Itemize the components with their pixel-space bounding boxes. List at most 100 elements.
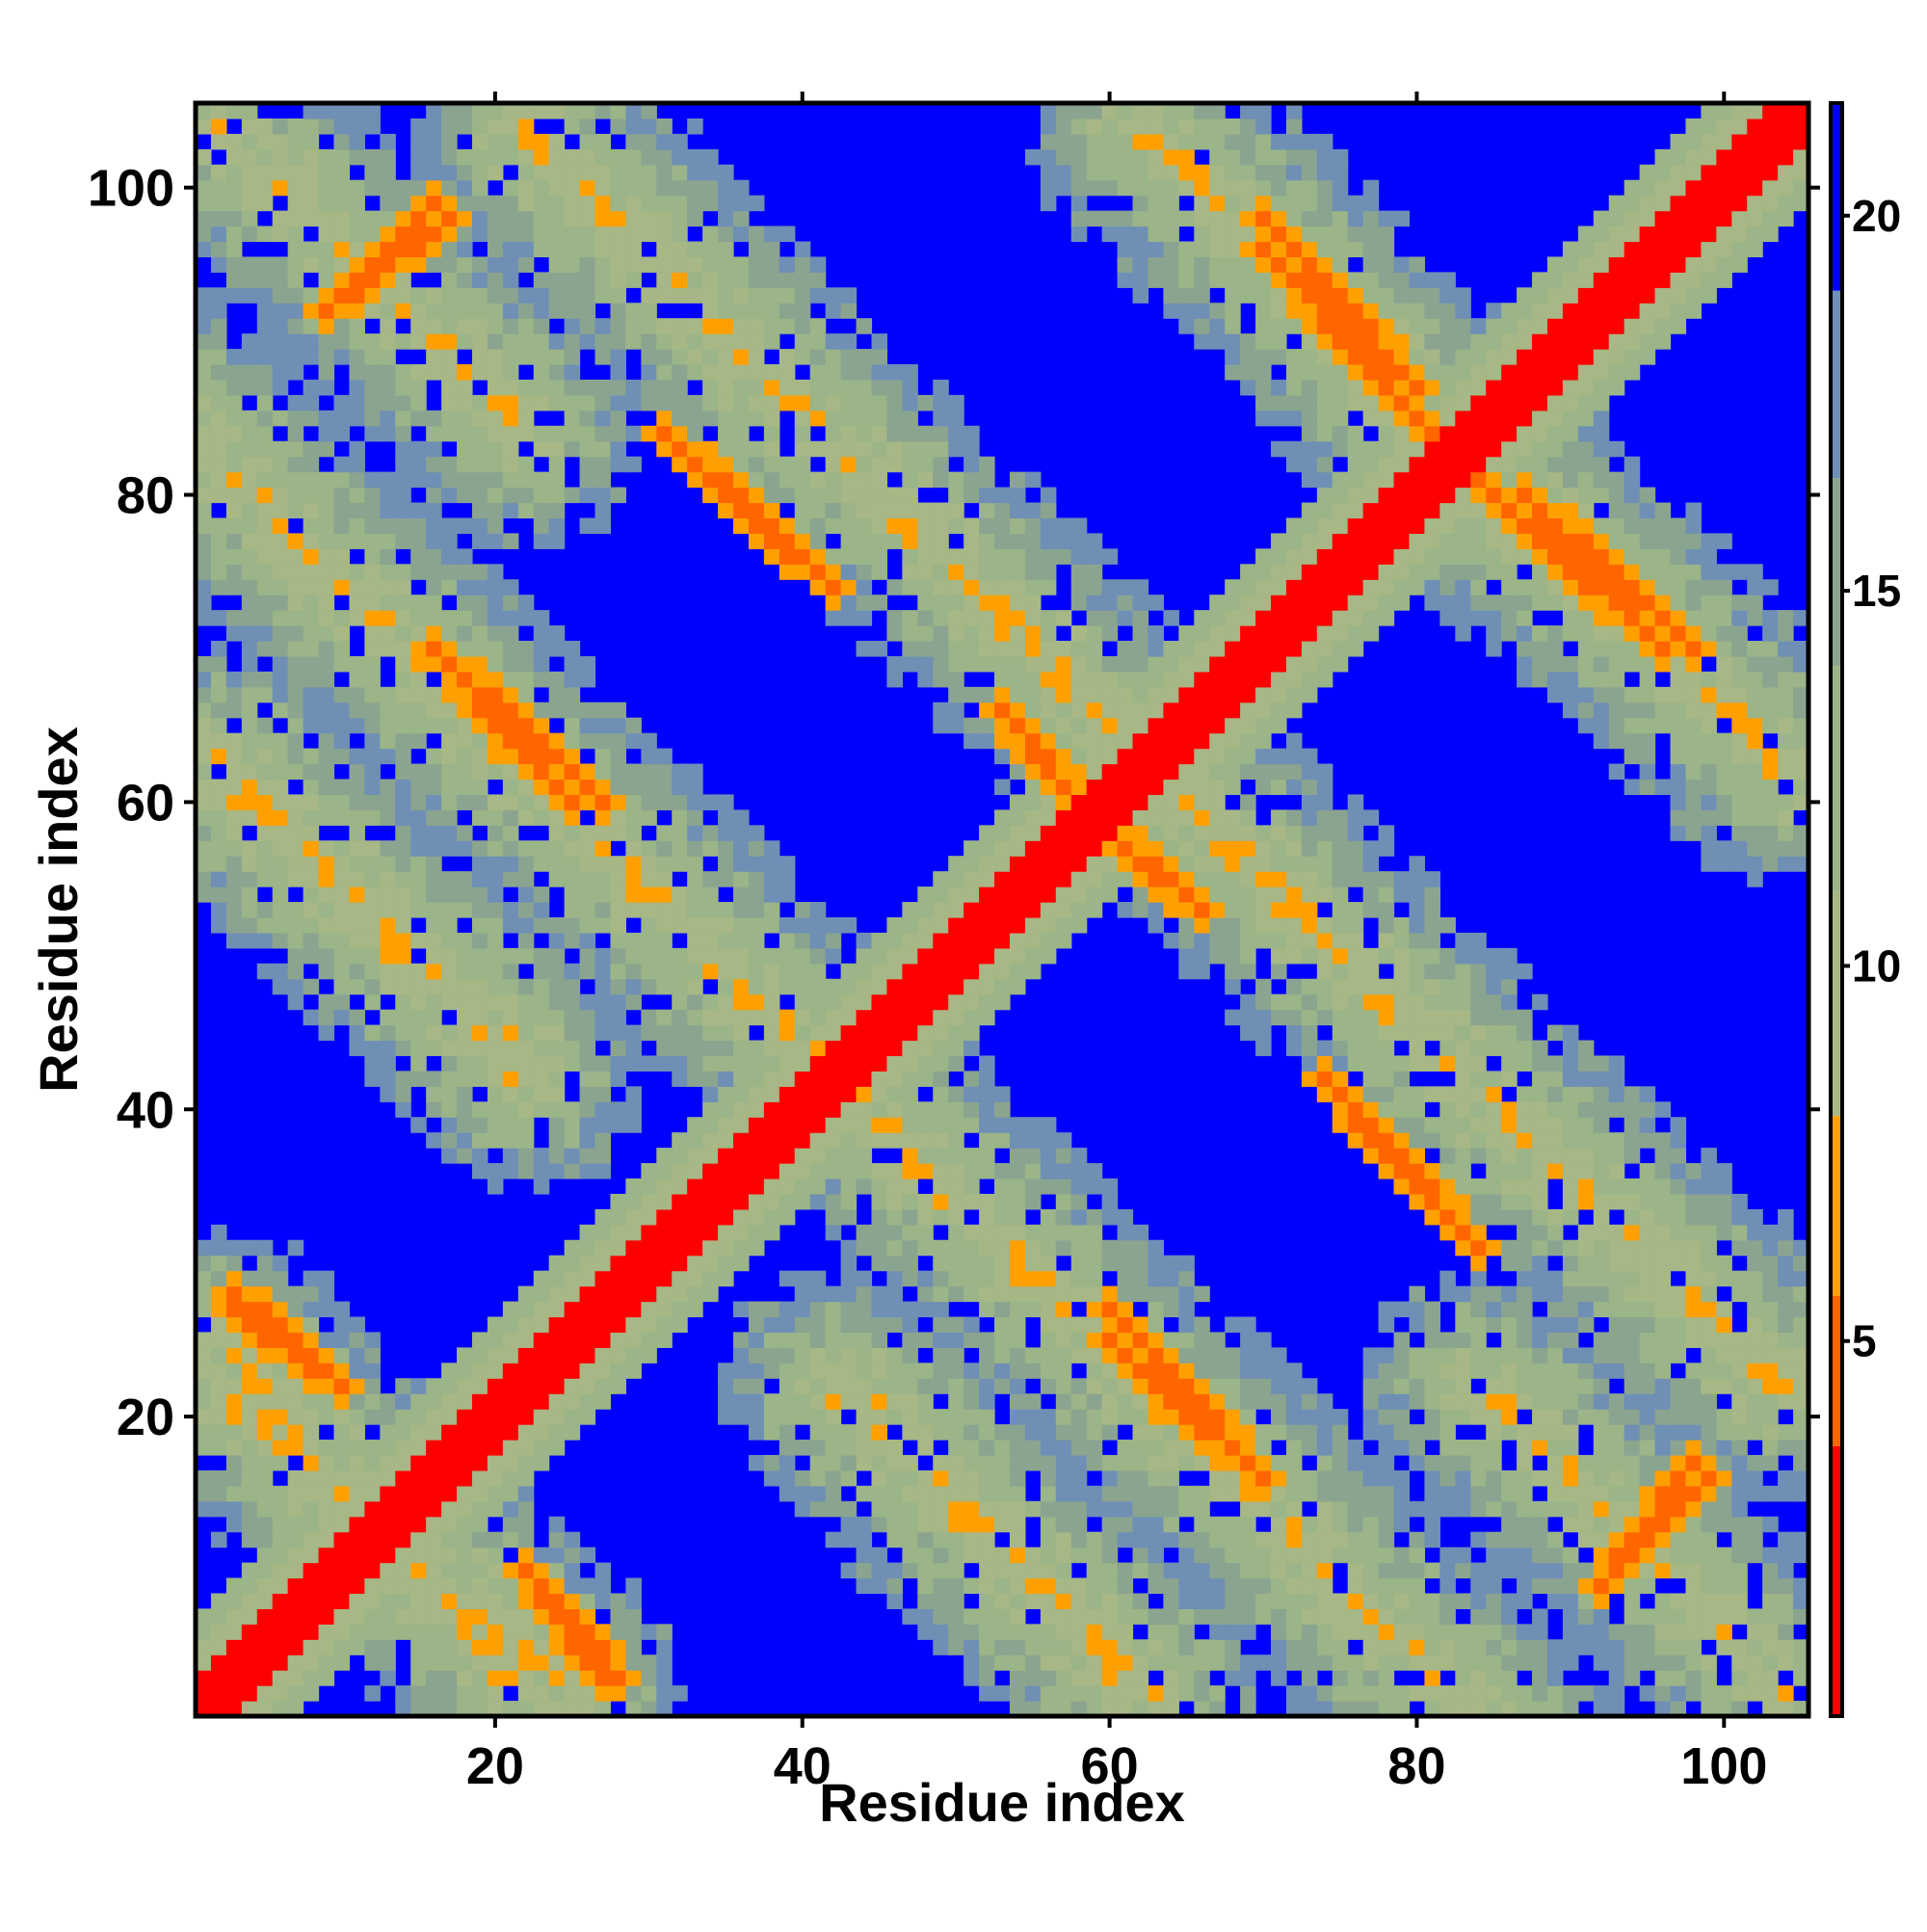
heatmap-cell	[840, 1009, 858, 1026]
heatmap-cell	[594, 318, 612, 334]
heatmap-cell	[1148, 887, 1164, 903]
heatmap-cell	[457, 1562, 473, 1579]
heatmap-cell	[733, 947, 750, 965]
heatmap-cell	[196, 287, 212, 304]
heatmap-cell	[241, 840, 258, 857]
heatmap-cell	[1070, 825, 1088, 841]
heatmap-cell	[487, 1639, 504, 1655]
heatmap-cell	[441, 1454, 458, 1471]
heatmap-cell	[287, 195, 304, 212]
heatmap-cell	[1117, 1469, 1134, 1487]
heatmap-cell	[318, 118, 335, 135]
heatmap-cell	[410, 210, 427, 227]
heatmap-cell	[1132, 579, 1149, 595]
heatmap-cell	[196, 794, 212, 810]
heatmap-cell	[625, 1670, 642, 1686]
heatmap-cell	[733, 456, 750, 473]
heatmap-cell	[1240, 887, 1256, 903]
heatmap-cell	[748, 349, 765, 365]
heatmap-cell	[441, 748, 458, 765]
heatmap-cell	[733, 1071, 750, 1087]
heatmap-cell	[1148, 225, 1164, 243]
heatmap-cell	[287, 1547, 304, 1564]
heatmap-cell	[318, 533, 335, 549]
heatmap-cell	[1255, 333, 1272, 350]
heatmap-cell	[825, 1409, 842, 1425]
heatmap-cell	[318, 840, 335, 857]
heatmap-cell	[395, 487, 411, 504]
heatmap-cell	[1070, 840, 1088, 857]
heatmap-cell	[948, 1024, 964, 1042]
heatmap-cell	[579, 487, 596, 504]
heatmap-cell	[333, 548, 351, 565]
heatmap-cell	[1194, 902, 1210, 918]
heatmap-cell	[225, 210, 243, 227]
heatmap-cell	[487, 1562, 504, 1579]
heatmap-cell	[457, 148, 473, 166]
heatmap-cell	[1163, 732, 1179, 750]
heatmap-cell	[287, 1624, 304, 1640]
heatmap-cell	[487, 1163, 504, 1179]
heatmap-cell	[533, 1009, 550, 1026]
heatmap-cell	[1255, 394, 1272, 411]
heatmap-cell	[349, 1500, 365, 1518]
heatmap-cell	[1117, 748, 1134, 765]
heatmap-cell	[1132, 195, 1149, 212]
heatmap-cell	[1285, 1024, 1303, 1042]
heatmap-cell	[687, 456, 703, 473]
heatmap-cell	[225, 1363, 243, 1379]
heatmap-cell	[502, 303, 519, 319]
heatmap-cell	[886, 364, 903, 381]
heatmap-cell	[395, 856, 411, 872]
heatmap-cell	[1040, 671, 1057, 688]
heatmap-cell	[1178, 1454, 1195, 1471]
heatmap-cell	[487, 794, 504, 810]
heatmap-cell	[1040, 1224, 1057, 1241]
heatmap-cell	[886, 394, 903, 411]
heatmap-cell	[210, 840, 227, 857]
heatmap-cell	[809, 364, 827, 381]
heatmap-cell	[225, 1239, 243, 1257]
heatmap-cell	[809, 1285, 827, 1303]
heatmap-cell	[225, 440, 243, 458]
heatmap-cell	[395, 1577, 411, 1595]
heatmap-cell	[948, 625, 964, 642]
heatmap-cell	[809, 1024, 827, 1042]
heatmap-cell	[196, 1701, 212, 1717]
heatmap-cell	[964, 595, 980, 611]
heatmap-cell	[471, 148, 488, 166]
heatmap-cell	[1209, 1593, 1226, 1609]
heatmap-cell	[610, 241, 626, 258]
heatmap-cell	[594, 1624, 612, 1640]
heatmap-cell	[196, 179, 212, 197]
heatmap-cell	[656, 856, 673, 872]
heatmap-cell	[1163, 1654, 1179, 1671]
heatmap-cell	[210, 1654, 227, 1671]
heatmap-cell	[395, 502, 411, 519]
heatmap-cell	[349, 856, 365, 872]
heatmap-cell	[225, 1624, 243, 1640]
heatmap-cell	[825, 379, 842, 396]
heatmap-cell	[964, 1332, 980, 1348]
heatmap-cell	[1240, 195, 1256, 212]
heatmap-cell	[579, 1685, 596, 1702]
heatmap-cell	[380, 1086, 396, 1102]
heatmap-cell	[702, 1239, 719, 1257]
heatmap-cell	[933, 1516, 949, 1533]
heatmap-cell	[380, 1393, 396, 1410]
heatmap-cell	[533, 1178, 550, 1195]
heatmap-cell	[594, 947, 612, 965]
heatmap-cell	[225, 779, 243, 796]
heatmap-cell	[748, 1148, 765, 1164]
heatmap-cell	[1101, 1178, 1119, 1195]
heatmap-cell	[625, 195, 642, 212]
heatmap-cell	[318, 1285, 335, 1303]
heatmap-cell	[1285, 318, 1303, 334]
heatmap-cell	[426, 103, 442, 119]
heatmap-cell	[564, 1409, 581, 1425]
heatmap-cell	[1055, 825, 1072, 841]
heatmap-cell	[1132, 1654, 1149, 1671]
heatmap-cell	[994, 487, 1011, 504]
heatmap-cell	[579, 1670, 596, 1686]
heatmap-cell	[933, 1593, 949, 1609]
